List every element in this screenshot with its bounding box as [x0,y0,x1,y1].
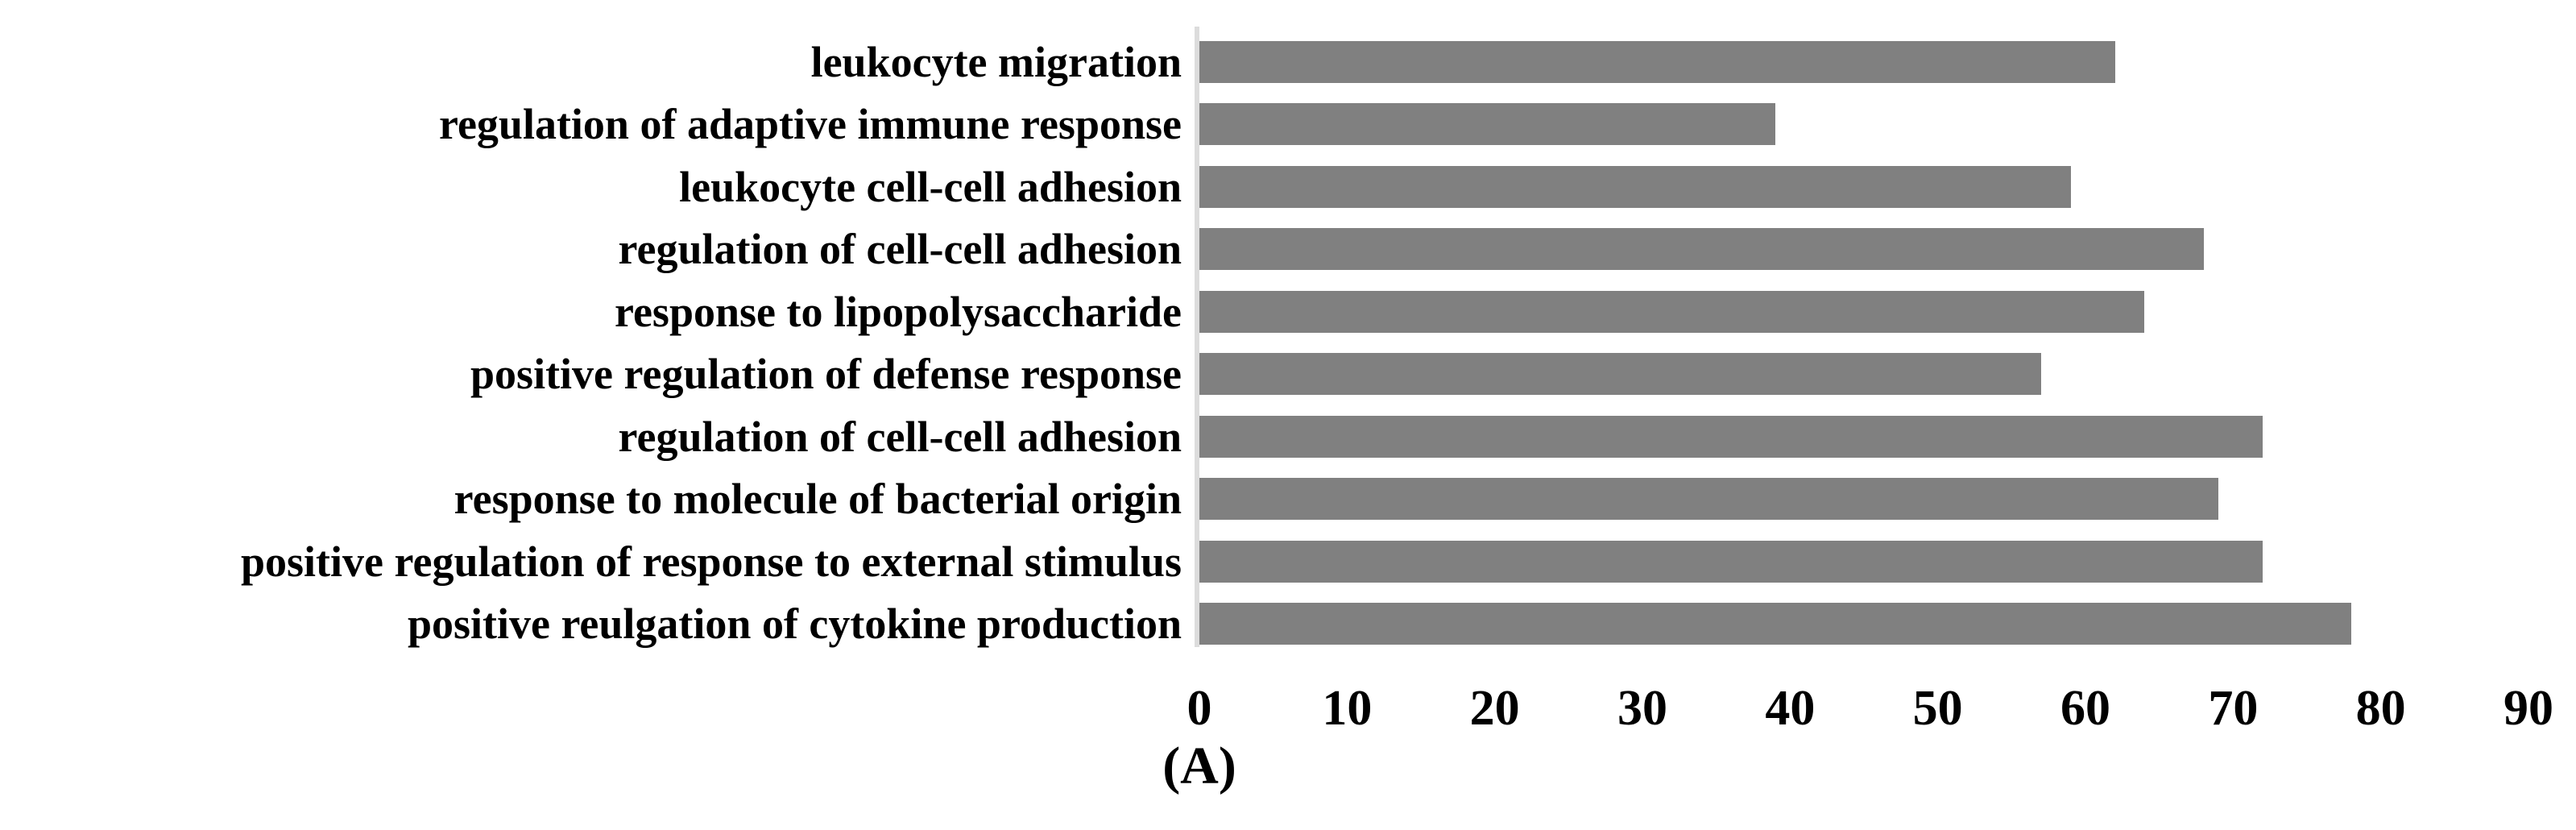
category-label-cell: positive regulation of defense response [0,352,1199,396]
category-label: leukocyte cell-cell adhesion [679,162,1182,211]
category-label: positive regulation of response to exter… [241,537,1182,586]
category-label: response to molecule of bacterial origin [453,475,1182,524]
x-axis: 0 10 20 30 40 50 60 70 80 90 [1187,681,2554,736]
chart-row: response to lipopolysaccharide [0,280,2576,343]
category-label: leukocyte migration [810,37,1182,86]
panel-label: (A) [1162,737,1236,795]
bar [1199,290,2145,333]
category-label-cell: response to molecule of bacterial origin [0,477,1199,521]
category-label-cell: leukocyte migration [0,40,1199,84]
chart-row: positive reulgation of cytokine producti… [0,593,2576,656]
bar [1199,165,2071,208]
bar [1199,603,2351,645]
category-label-cell: regulation of adaptive immune response [0,102,1199,146]
chart-row: regulation of cell-cell adhesion [0,218,2576,281]
bar-track [1199,40,2528,83]
category-label-cell: regulation of cell-cell adhesion [0,415,1199,459]
category-label: positive reulgation of cytokine producti… [407,600,1182,649]
x-axis-tick-label: 70 [2208,681,2259,736]
x-axis-tick-label: 60 [2060,681,2110,736]
bar-track [1199,603,2528,645]
bar-track [1199,228,2528,271]
bar-track [1199,165,2528,208]
bar [1199,40,2115,83]
x-axis-tick-label: 30 [1617,681,1667,736]
category-label-cell: positive reulgation of cytokine producti… [0,602,1199,645]
chart-row: response to molecule of bacterial origin [0,468,2576,531]
chart-row: positive regulation of response to exter… [0,530,2576,593]
category-label: regulation of cell-cell adhesion [618,225,1182,274]
chart-row: leukocyte cell-cell adhesion [0,156,2576,218]
chart-row: regulation of cell-cell adhesion [0,405,2576,468]
x-axis-tick-label: 90 [2504,681,2553,736]
bar-track [1199,540,2528,583]
bar-track [1199,415,2528,458]
category-label-cell: positive regulation of response to exter… [0,540,1199,583]
category-label: response to lipopolysaccharide [614,287,1182,336]
category-label-cell: response to lipopolysaccharide [0,290,1199,334]
bar [1199,415,2263,458]
category-label-cell: regulation of cell-cell adhesion [0,227,1199,271]
chart-row: regulation of adaptive immune response [0,93,2576,156]
category-label: regulation of cell-cell adhesion [618,412,1182,461]
bar-rows: leukocyte migration regulation of adaptiv… [0,31,2576,655]
chart-row: leukocyte migration [0,31,2576,93]
x-axis-tick-label: 20 [1469,681,1520,736]
category-label: regulation of adaptive immune response [438,100,1182,149]
bar [1199,228,2204,271]
bar [1199,478,2218,521]
x-axis-tick-label: 50 [1912,681,1963,736]
category-label: positive regulation of defense response [470,350,1182,399]
y-axis-line [1195,27,1199,647]
category-label-cell: leukocyte cell-cell adhesion [0,165,1199,209]
bar [1199,540,2263,583]
chart-row: positive regulation of defense response [0,343,2576,406]
bar-track [1199,290,2528,333]
x-axis-tick-label: 40 [1765,681,1816,736]
x-axis-tick-label: 0 [1187,681,1212,736]
bar-track [1199,103,2528,146]
bar [1199,103,1775,146]
bar-track [1199,478,2528,521]
x-axis-tick-label: 10 [1322,681,1373,736]
bar [1199,353,2041,396]
bar-track [1199,353,2528,396]
x-axis-tick-label: 80 [2355,681,2406,736]
